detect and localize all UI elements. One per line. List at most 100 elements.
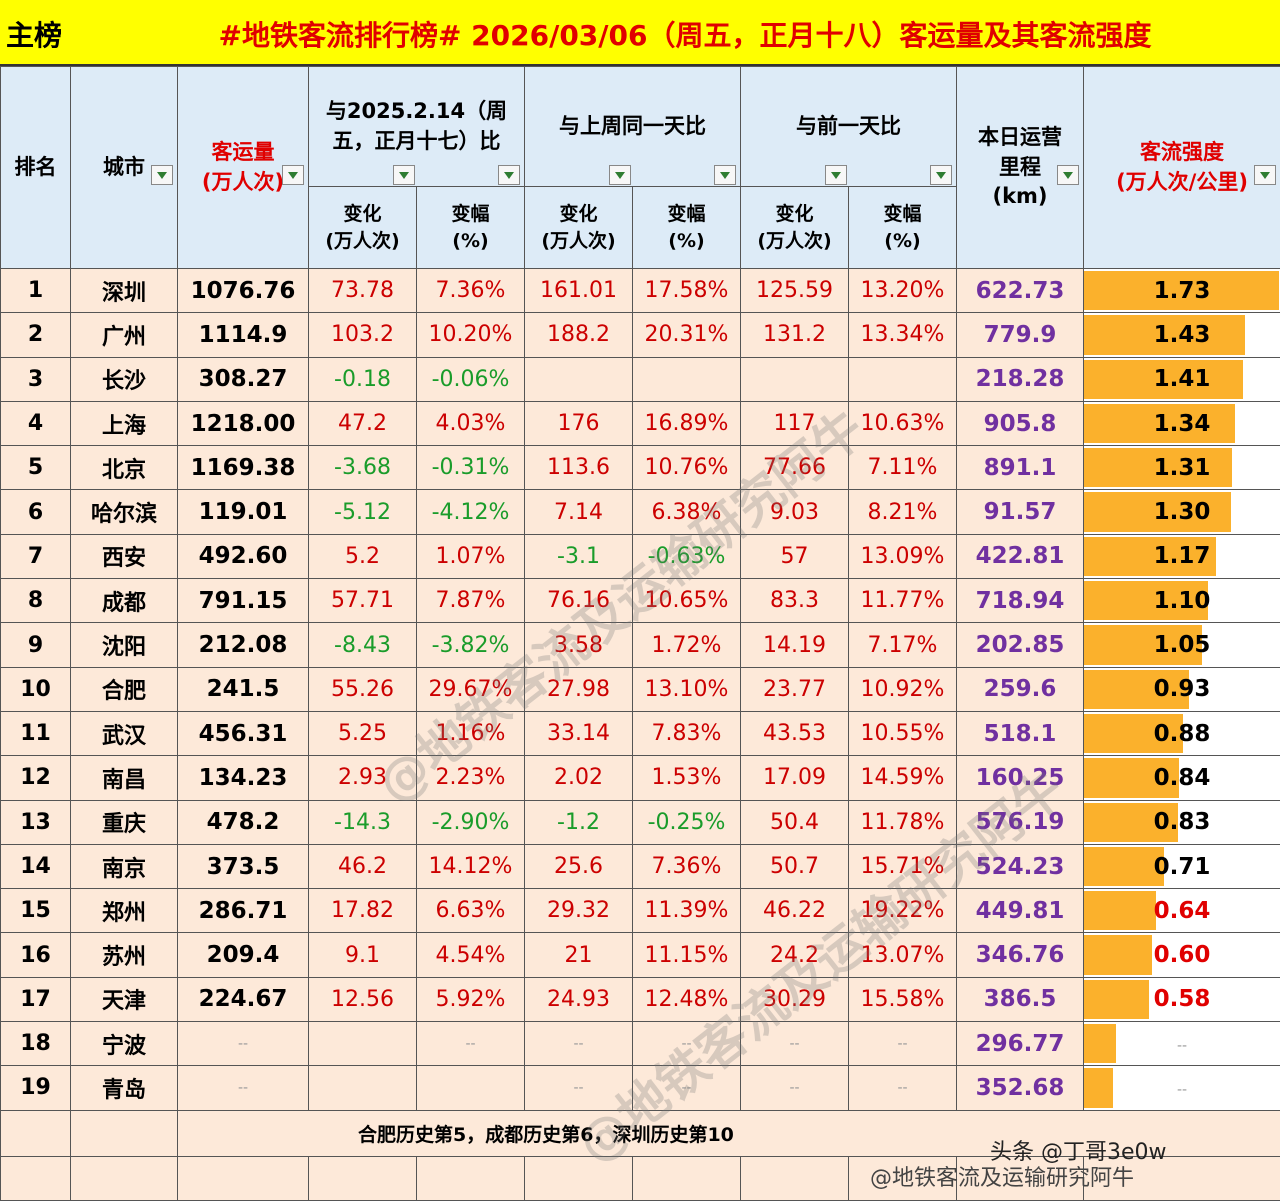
filter-dropdown-icon[interactable] — [714, 165, 736, 185]
dod-pct-cell: 19.22% — [849, 889, 957, 933]
rank-cell: 16 — [1, 933, 71, 977]
intensity-value: 1.05 — [1154, 632, 1211, 658]
intensity-value: -- — [1177, 1082, 1187, 1098]
dod-change-cell: 50.7 — [741, 844, 849, 888]
rank-cell: 6 — [1, 490, 71, 534]
volume-cell: 1076.76 — [178, 269, 309, 313]
intensity-value: 0.71 — [1154, 854, 1211, 880]
city-cell: 南昌 — [71, 756, 178, 800]
yoy-change-cell: 5.2 — [309, 534, 417, 578]
rank-cell: 12 — [1, 756, 71, 800]
empty-cell — [309, 1156, 417, 1200]
wow-pct-cell — [633, 357, 741, 401]
city-cell: 郑州 — [71, 889, 178, 933]
volume-cell: 308.27 — [178, 357, 309, 401]
yoy-pct-cell: -3.82% — [417, 623, 525, 667]
intensity-cell: 0.83 — [1084, 800, 1280, 844]
rank-cell: 14 — [1, 844, 71, 888]
intensity-cell: 1.05 — [1084, 623, 1280, 667]
subheader-change: 变化(万人次) — [741, 187, 849, 269]
dod-pct-cell: 11.78% — [849, 800, 957, 844]
dod-pct-cell: 10.92% — [849, 667, 957, 711]
wow-pct-cell: 20.31% — [633, 313, 741, 357]
dod-change-cell: 77.66 — [741, 446, 849, 490]
rank-cell: 3 — [1, 357, 71, 401]
yoy-change-cell: 47.2 — [309, 401, 417, 445]
intensity-cell: -- — [1084, 1066, 1280, 1110]
wow-pct-cell: 16.89% — [633, 401, 741, 445]
empty-cell — [417, 1156, 525, 1200]
wow-pct-cell: -- — [633, 1022, 741, 1066]
yoy-pct-cell — [417, 1066, 525, 1110]
dod-pct-cell: 11.77% — [849, 579, 957, 623]
volume-cell: 286.71 — [178, 889, 309, 933]
yoy-change-cell: -0.18 — [309, 357, 417, 401]
subheader-pct: 变幅(%) — [417, 187, 525, 269]
wow-change-cell: 7.14 — [525, 490, 633, 534]
rank-cell: 13 — [1, 800, 71, 844]
intensity-bar — [1084, 891, 1156, 930]
filter-dropdown-icon[interactable] — [930, 165, 952, 185]
intensity-value: 0.93 — [1154, 676, 1211, 702]
header-wow: 与上周同一天比 — [525, 67, 741, 187]
dod-change-cell: 46.22 — [741, 889, 849, 933]
intensity-value: 0.83 — [1154, 809, 1211, 835]
empty-cell — [741, 1156, 849, 1200]
mileage-cell: 779.9 — [957, 313, 1084, 357]
wow-change-cell: 113.6 — [525, 446, 633, 490]
intensity-cell: 0.64 — [1084, 889, 1280, 933]
mileage-cell: 352.68 — [957, 1066, 1084, 1110]
intensity-value: 1.10 — [1154, 588, 1211, 614]
yoy-change-cell: -14.3 — [309, 800, 417, 844]
filter-dropdown-icon[interactable] — [609, 165, 631, 185]
intensity-bar — [1084, 847, 1164, 886]
filter-dropdown-icon[interactable] — [393, 165, 415, 185]
city-cell: 西安 — [71, 534, 178, 578]
filter-dropdown-icon[interactable] — [1254, 165, 1276, 185]
filter-dropdown-icon[interactable] — [1057, 165, 1079, 185]
dod-change-cell: 117 — [741, 401, 849, 445]
filter-dropdown-icon[interactable] — [282, 165, 304, 185]
dod-pct-cell: 13.07% — [849, 933, 957, 977]
wow-change-cell: 33.14 — [525, 711, 633, 755]
note-cell — [71, 1110, 178, 1156]
wow-pct-cell: 7.36% — [633, 844, 741, 888]
header-city: 城市 — [71, 67, 178, 269]
wow-change-cell: 29.32 — [525, 889, 633, 933]
intensity-cell: 1.30 — [1084, 490, 1280, 534]
volume-cell: 373.5 — [178, 844, 309, 888]
header-rank: 排名 — [1, 67, 71, 269]
dod-pct-cell — [849, 357, 957, 401]
yoy-pct-cell: 6.63% — [417, 889, 525, 933]
filter-dropdown-icon[interactable] — [151, 165, 173, 185]
dod-pct-cell: 13.34% — [849, 313, 957, 357]
wow-pct-cell: 6.38% — [633, 490, 741, 534]
intensity-value: 0.58 — [1154, 986, 1211, 1012]
city-cell: 合肥 — [71, 667, 178, 711]
intensity-value: 0.88 — [1154, 721, 1211, 747]
city-cell: 重庆 — [71, 800, 178, 844]
wow-pct-cell: -0.63% — [633, 534, 741, 578]
filter-dropdown-icon[interactable] — [498, 165, 520, 185]
rank-cell: 4 — [1, 401, 71, 445]
empty-cell — [71, 1156, 178, 1200]
empty-cell — [178, 1156, 309, 1200]
dod-change-cell: -- — [741, 1066, 849, 1110]
dod-change-cell: 125.59 — [741, 269, 849, 313]
intensity-value: 1.73 — [1154, 278, 1211, 304]
intensity-cell: 0.60 — [1084, 933, 1280, 977]
city-cell: 天津 — [71, 977, 178, 1021]
mileage-cell: 576.19 — [957, 800, 1084, 844]
volume-cell: 212.08 — [178, 623, 309, 667]
filter-dropdown-icon[interactable] — [825, 165, 847, 185]
city-cell: 南京 — [71, 844, 178, 888]
dod-change-cell: 43.53 — [741, 711, 849, 755]
intensity-bar — [1084, 1068, 1113, 1107]
intensity-cell: 1.34 — [1084, 401, 1280, 445]
